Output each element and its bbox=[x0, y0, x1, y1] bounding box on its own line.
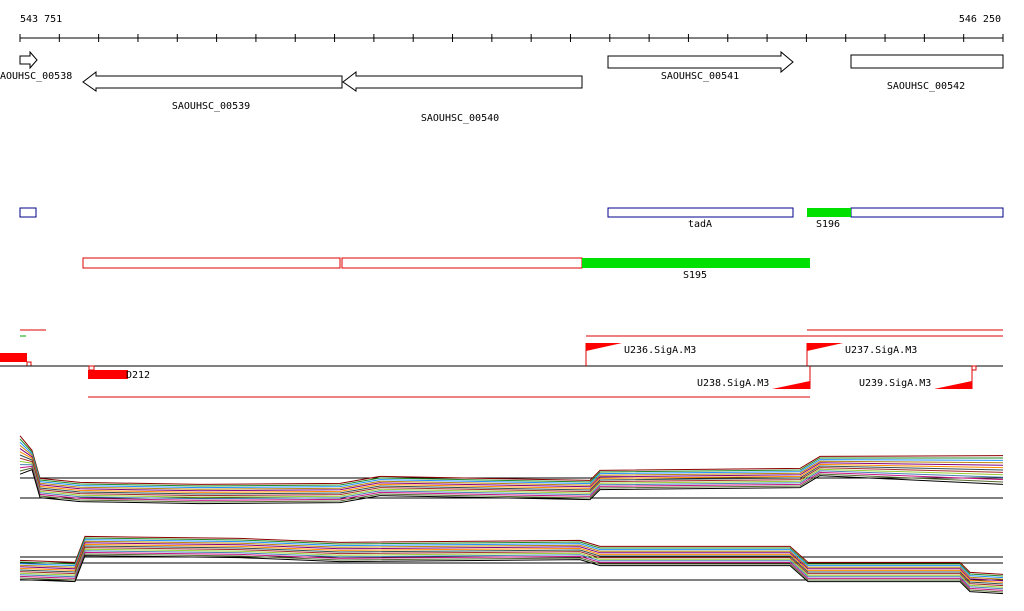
expression-line bbox=[19, 553, 1004, 593]
expression-line bbox=[19, 537, 1004, 577]
feature-box bbox=[82, 257, 341, 269]
promoter-label: U236.SigA.M3 bbox=[624, 345, 696, 356]
expression-tracks bbox=[19, 435, 1004, 595]
expression-line bbox=[19, 535, 1004, 575]
expression-line bbox=[19, 547, 1004, 587]
gene-label: SAOUHSC_00540 bbox=[421, 113, 499, 124]
expression-line bbox=[19, 468, 1004, 505]
expression-line bbox=[19, 545, 1004, 585]
expression-line bbox=[19, 542, 1004, 582]
expression-line bbox=[19, 550, 1004, 590]
gene-label: AOUHSC_00538 bbox=[0, 71, 72, 82]
expression-line bbox=[19, 448, 1004, 492]
feature-box bbox=[19, 207, 37, 218]
feature-box bbox=[607, 207, 794, 218]
expression-line bbox=[19, 548, 1004, 588]
gene-track bbox=[19, 50, 1004, 92]
ruler-start: 543 751 bbox=[20, 14, 62, 25]
expression-line bbox=[19, 539, 1004, 579]
feature-box bbox=[341, 257, 583, 269]
feature-highlight bbox=[582, 258, 810, 268]
promoter-label: D212 bbox=[126, 370, 150, 381]
promoter-label: U237.SigA.M3 bbox=[845, 345, 917, 356]
feature-label: S195 bbox=[683, 270, 707, 281]
expression-line bbox=[19, 551, 1004, 591]
gene-arrow bbox=[342, 70, 583, 92]
gene-arrow bbox=[19, 50, 38, 70]
ruler: 543 751 546 250 bbox=[19, 14, 1004, 42]
feature-label: tadA bbox=[688, 219, 712, 230]
expression-line bbox=[19, 454, 1004, 495]
promoter-label: U239.SigA.M3 bbox=[859, 378, 931, 389]
expression-line bbox=[19, 543, 1004, 583]
gene-arrow bbox=[607, 50, 794, 74]
expression-line bbox=[19, 540, 1004, 580]
ruler-end: 546 250 bbox=[959, 14, 1001, 25]
gene-box bbox=[850, 54, 1004, 69]
gene-label: SAOUHSC_00539 bbox=[172, 101, 250, 112]
feature-label: S196 bbox=[816, 219, 840, 230]
gene-arrow bbox=[82, 70, 343, 92]
feature-box bbox=[850, 207, 1004, 218]
feature-track bbox=[19, 207, 1004, 269]
promoter-track bbox=[0, 329, 1003, 398]
feature-highlight bbox=[807, 208, 851, 217]
expression-line bbox=[19, 445, 1004, 490]
gene-label: SAOUHSC_00541 bbox=[661, 71, 739, 82]
promoter-label: U238.SigA.M3 bbox=[697, 378, 769, 389]
expression-line bbox=[19, 555, 1004, 595]
gene-label: SAOUHSC_00542 bbox=[887, 81, 965, 92]
